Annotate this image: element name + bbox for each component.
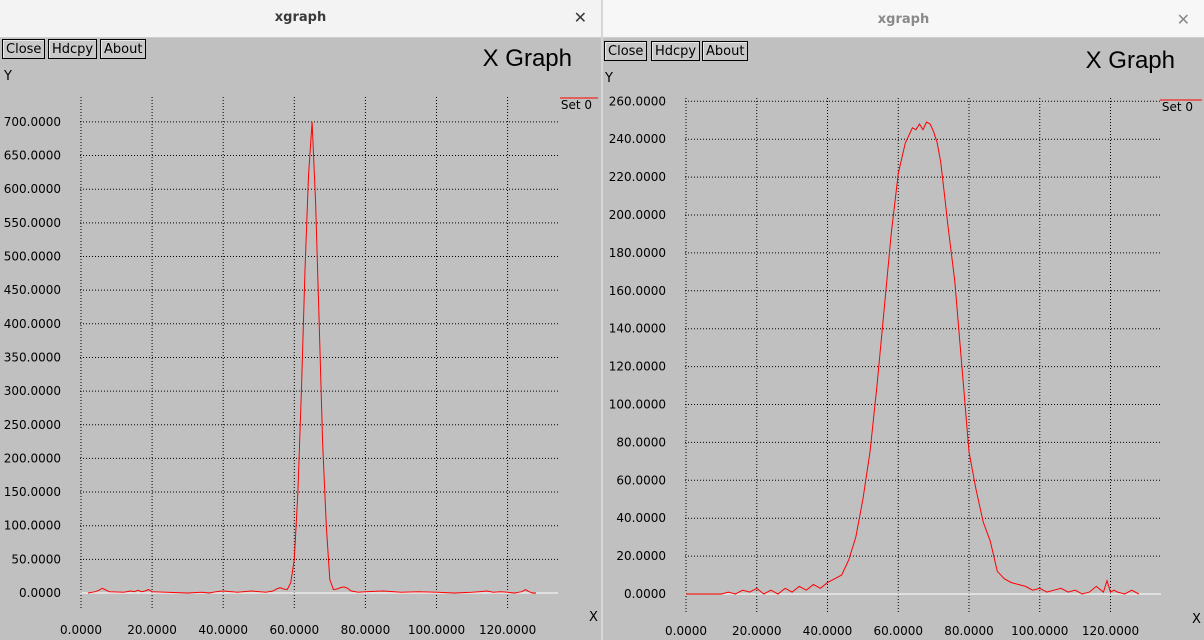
y-tick-label: 150.0000 xyxy=(4,485,61,499)
hdcpy-button[interactable]: Hdcpy xyxy=(48,39,98,59)
y-tick-label: 140.0000 xyxy=(609,322,666,336)
y-tick-label: 160.0000 xyxy=(609,284,666,298)
window-title: xgraph xyxy=(274,10,327,25)
x-tick-label: 0.0000 xyxy=(60,623,102,637)
x-tick-label: 0.0000 xyxy=(665,624,707,638)
y-tick-label: 0.0000 xyxy=(624,587,666,601)
y-tick-label: 600.0000 xyxy=(4,182,61,196)
series-line xyxy=(88,121,536,594)
xgraph-window-left: xgraph ✕ Close Hdcpy About X Graph Y X 0.00… xyxy=(0,0,601,640)
legend-label: Set 0 xyxy=(1162,100,1193,114)
y-tick-label: 100.0000 xyxy=(609,398,666,412)
x-tick-label: 20.0000 xyxy=(127,623,177,637)
hdcpy-button[interactable]: Hdcpy xyxy=(651,41,701,61)
y-tick-label: 260.0000 xyxy=(609,94,666,108)
graph-title: X Graph xyxy=(1086,47,1175,74)
y-tick-label: 700.0000 xyxy=(4,115,61,129)
x-tick-label: 120.0000 xyxy=(479,623,536,637)
y-tick-label: 200.0000 xyxy=(609,208,666,222)
y-tick-label: 40.0000 xyxy=(616,511,666,525)
y-tick-label: 60.0000 xyxy=(616,473,666,487)
y-tick-label: 120.0000 xyxy=(609,360,666,374)
about-button[interactable]: About xyxy=(702,41,749,61)
close-button[interactable]: Close xyxy=(2,39,46,59)
x-tick-label: 80.0000 xyxy=(944,624,994,638)
y-tick-label: 400.0000 xyxy=(4,317,61,331)
y-tick-label: 650.0000 xyxy=(4,149,61,163)
x-tick-label: 60.0000 xyxy=(269,623,319,637)
x-axis-label: X xyxy=(1192,612,1201,627)
y-tick-label: 450.0000 xyxy=(4,283,61,297)
about-button[interactable]: About xyxy=(100,39,147,59)
window-title: xgraph xyxy=(877,12,930,27)
x-tick-label: 20.0000 xyxy=(732,624,782,638)
y-tick-label: 20.0000 xyxy=(616,549,666,563)
y-tick-label: 0.0000 xyxy=(19,586,61,600)
x-tick-label: 40.0000 xyxy=(803,624,853,638)
title-bar[interactable]: xgraph ✕ xyxy=(603,0,1204,38)
title-bar[interactable]: xgraph ✕ xyxy=(0,0,601,38)
y-tick-label: 550.0000 xyxy=(4,216,61,230)
y-tick-label: 300.0000 xyxy=(4,384,61,398)
x-tick-label: 120.0000 xyxy=(1082,624,1139,638)
y-tick-label: 250.0000 xyxy=(4,418,61,432)
y-tick-label: 200.0000 xyxy=(4,451,61,465)
x-tick-label: 100.0000 xyxy=(408,623,465,637)
x-tick-label: 60.0000 xyxy=(873,624,923,638)
x-tick-label: 100.0000 xyxy=(1011,624,1068,638)
y-tick-label: 50.0000 xyxy=(11,552,61,566)
y-tick-label: 500.0000 xyxy=(4,250,61,264)
y-axis-label: Y xyxy=(3,69,12,84)
close-button[interactable]: Close xyxy=(604,41,648,61)
close-icon[interactable]: ✕ xyxy=(1176,10,1190,29)
close-icon[interactable]: ✕ xyxy=(573,8,587,27)
legend-label: Set 0 xyxy=(561,98,592,112)
y-tick-label: 80.0000 xyxy=(616,435,666,449)
xgraph-window-right: xgraph ✕ Close Hdcpy About X Graph Y X 0.00… xyxy=(603,0,1204,640)
x-axis-label: X xyxy=(589,610,598,625)
series-line xyxy=(686,121,1140,595)
x-tick-label: 80.0000 xyxy=(341,623,391,637)
line-chart: X Graph Y X 0.0000 20.0000 40.0000 60.0000 80.0… xyxy=(604,47,1202,638)
y-tick-label: 240.0000 xyxy=(609,132,666,146)
x-tick-label: 40.0000 xyxy=(198,623,248,637)
y-tick-label: 350.0000 xyxy=(4,350,61,364)
y-tick-label: 220.0000 xyxy=(609,170,666,184)
y-axis-label: Y xyxy=(604,71,613,86)
line-chart: X Graph Y X 0.0000 20.0000 40.0000 60.0000 80.0… xyxy=(3,45,598,637)
y-tick-label: 180.0000 xyxy=(609,246,666,260)
graph-title: X Graph xyxy=(483,45,572,72)
y-tick-label: 100.0000 xyxy=(4,519,61,533)
